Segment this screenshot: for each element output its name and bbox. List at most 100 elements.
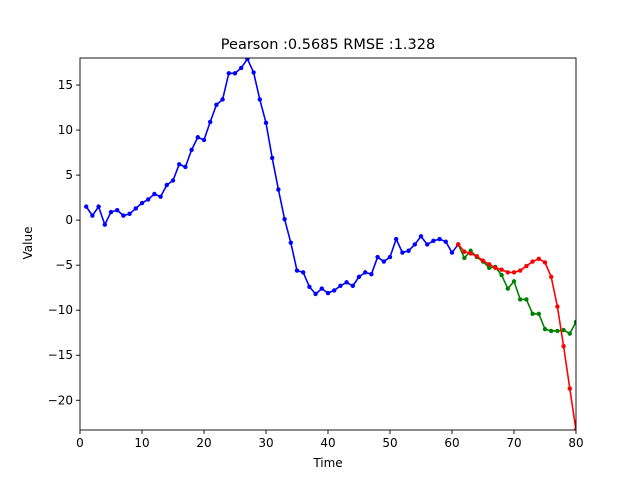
chart-title: Pearson :0.5685 RMSE :1.328 [221, 37, 435, 53]
series-2-point [474, 253, 479, 259]
y-tick-label: 5 [65, 168, 73, 182]
series-0-point [263, 120, 269, 126]
series-0-point [418, 234, 424, 239]
y-tick-label: 15 [58, 78, 73, 92]
series-1-point [567, 331, 572, 336]
series-0-point [350, 283, 355, 289]
series-0-point [344, 280, 349, 285]
x-tick-label: 80 [568, 436, 583, 450]
series-0-point [294, 268, 300, 273]
series-0-point [195, 135, 200, 140]
y-tick-label: −5 [55, 258, 73, 272]
y-axis-title: Value [21, 227, 35, 260]
series-2-point [468, 251, 473, 256]
series-0-point [214, 102, 219, 108]
series-1-point [549, 328, 554, 334]
plot-area [84, 58, 576, 430]
series-1-point [499, 272, 504, 278]
series-2-point [499, 267, 504, 272]
series-0-point [245, 58, 250, 62]
series-0-point [449, 250, 455, 255]
series-2-point [487, 262, 492, 267]
series-0-point [96, 204, 101, 209]
series-2-point [536, 256, 541, 262]
x-tick-label: 10 [134, 436, 149, 450]
series-0-point [319, 286, 324, 291]
series-0-point [381, 259, 386, 264]
series-1-point [518, 297, 523, 302]
series-0-point [257, 97, 262, 102]
series-2-point [493, 265, 498, 271]
y-tick-label: 0 [65, 213, 73, 227]
series-line-0 [85, 58, 459, 295]
series-0-point [164, 182, 169, 188]
series-1-point [573, 319, 576, 325]
series-0-point [325, 290, 331, 296]
y-tick-label: −10 [48, 303, 73, 317]
series-line-2 [457, 243, 576, 430]
series-0-point [189, 147, 194, 153]
series-0-point [133, 206, 138, 211]
series-2-point [567, 386, 572, 391]
series-2-point [530, 259, 535, 264]
series-0-point [425, 242, 430, 247]
series-2-point [524, 263, 529, 269]
series-0-point [288, 240, 293, 245]
series-0-point [431, 238, 436, 244]
series-0-point [356, 274, 362, 280]
series-1-point [524, 297, 529, 302]
y-tick-label: 10 [58, 123, 73, 137]
series-0-point [338, 283, 343, 289]
series-1-point [542, 326, 548, 332]
series-0-point [369, 271, 374, 277]
series-0-point [332, 288, 337, 293]
series-0-point [406, 248, 411, 253]
series-0-point [127, 211, 132, 217]
series-2-point [505, 270, 510, 275]
series-2-point [555, 304, 560, 309]
series-2-point [561, 344, 566, 349]
series-0-point [387, 254, 393, 260]
series-1-point [487, 265, 492, 271]
series-2-point [573, 427, 576, 430]
series-0-point [375, 254, 380, 260]
series-0-point [158, 194, 163, 199]
series-1-point [511, 279, 517, 284]
series-2-point [462, 249, 467, 254]
series-0-point [313, 291, 318, 297]
series-1-point [505, 286, 510, 291]
series-0-point [307, 284, 312, 289]
x-tick-label: 70 [506, 436, 521, 450]
series-0-point [121, 213, 126, 218]
series-0-point [276, 187, 281, 192]
x-tick-label: 50 [382, 436, 397, 450]
series-0-point [232, 71, 238, 76]
series-0-point [239, 65, 244, 71]
series-0-point [363, 270, 368, 275]
series-0-point [146, 197, 151, 202]
series-0-point [177, 162, 182, 167]
series-0-point [152, 191, 157, 197]
x-tick-label: 30 [258, 436, 273, 450]
series-0-point [108, 209, 114, 215]
series-1-point [462, 255, 467, 261]
series-0-point [102, 222, 108, 227]
series-0-point [208, 119, 213, 125]
series-1-point [561, 327, 566, 333]
plot-frame [79, 57, 577, 431]
series-0-point [170, 178, 176, 183]
series-0-point [139, 200, 145, 206]
x-tick-label: 40 [320, 436, 335, 450]
series-0-point [90, 213, 95, 218]
series-1-point [555, 328, 560, 334]
series-0-point [220, 97, 225, 102]
series-1-point [536, 311, 541, 317]
series-1-point [530, 311, 535, 317]
x-tick-label: 20 [196, 436, 211, 450]
x-tick-label: 60 [444, 436, 459, 450]
x-axis-title: Time [312, 456, 342, 470]
series-0-point [201, 137, 207, 143]
series-0-point [443, 239, 448, 244]
series-0-point [115, 208, 120, 213]
